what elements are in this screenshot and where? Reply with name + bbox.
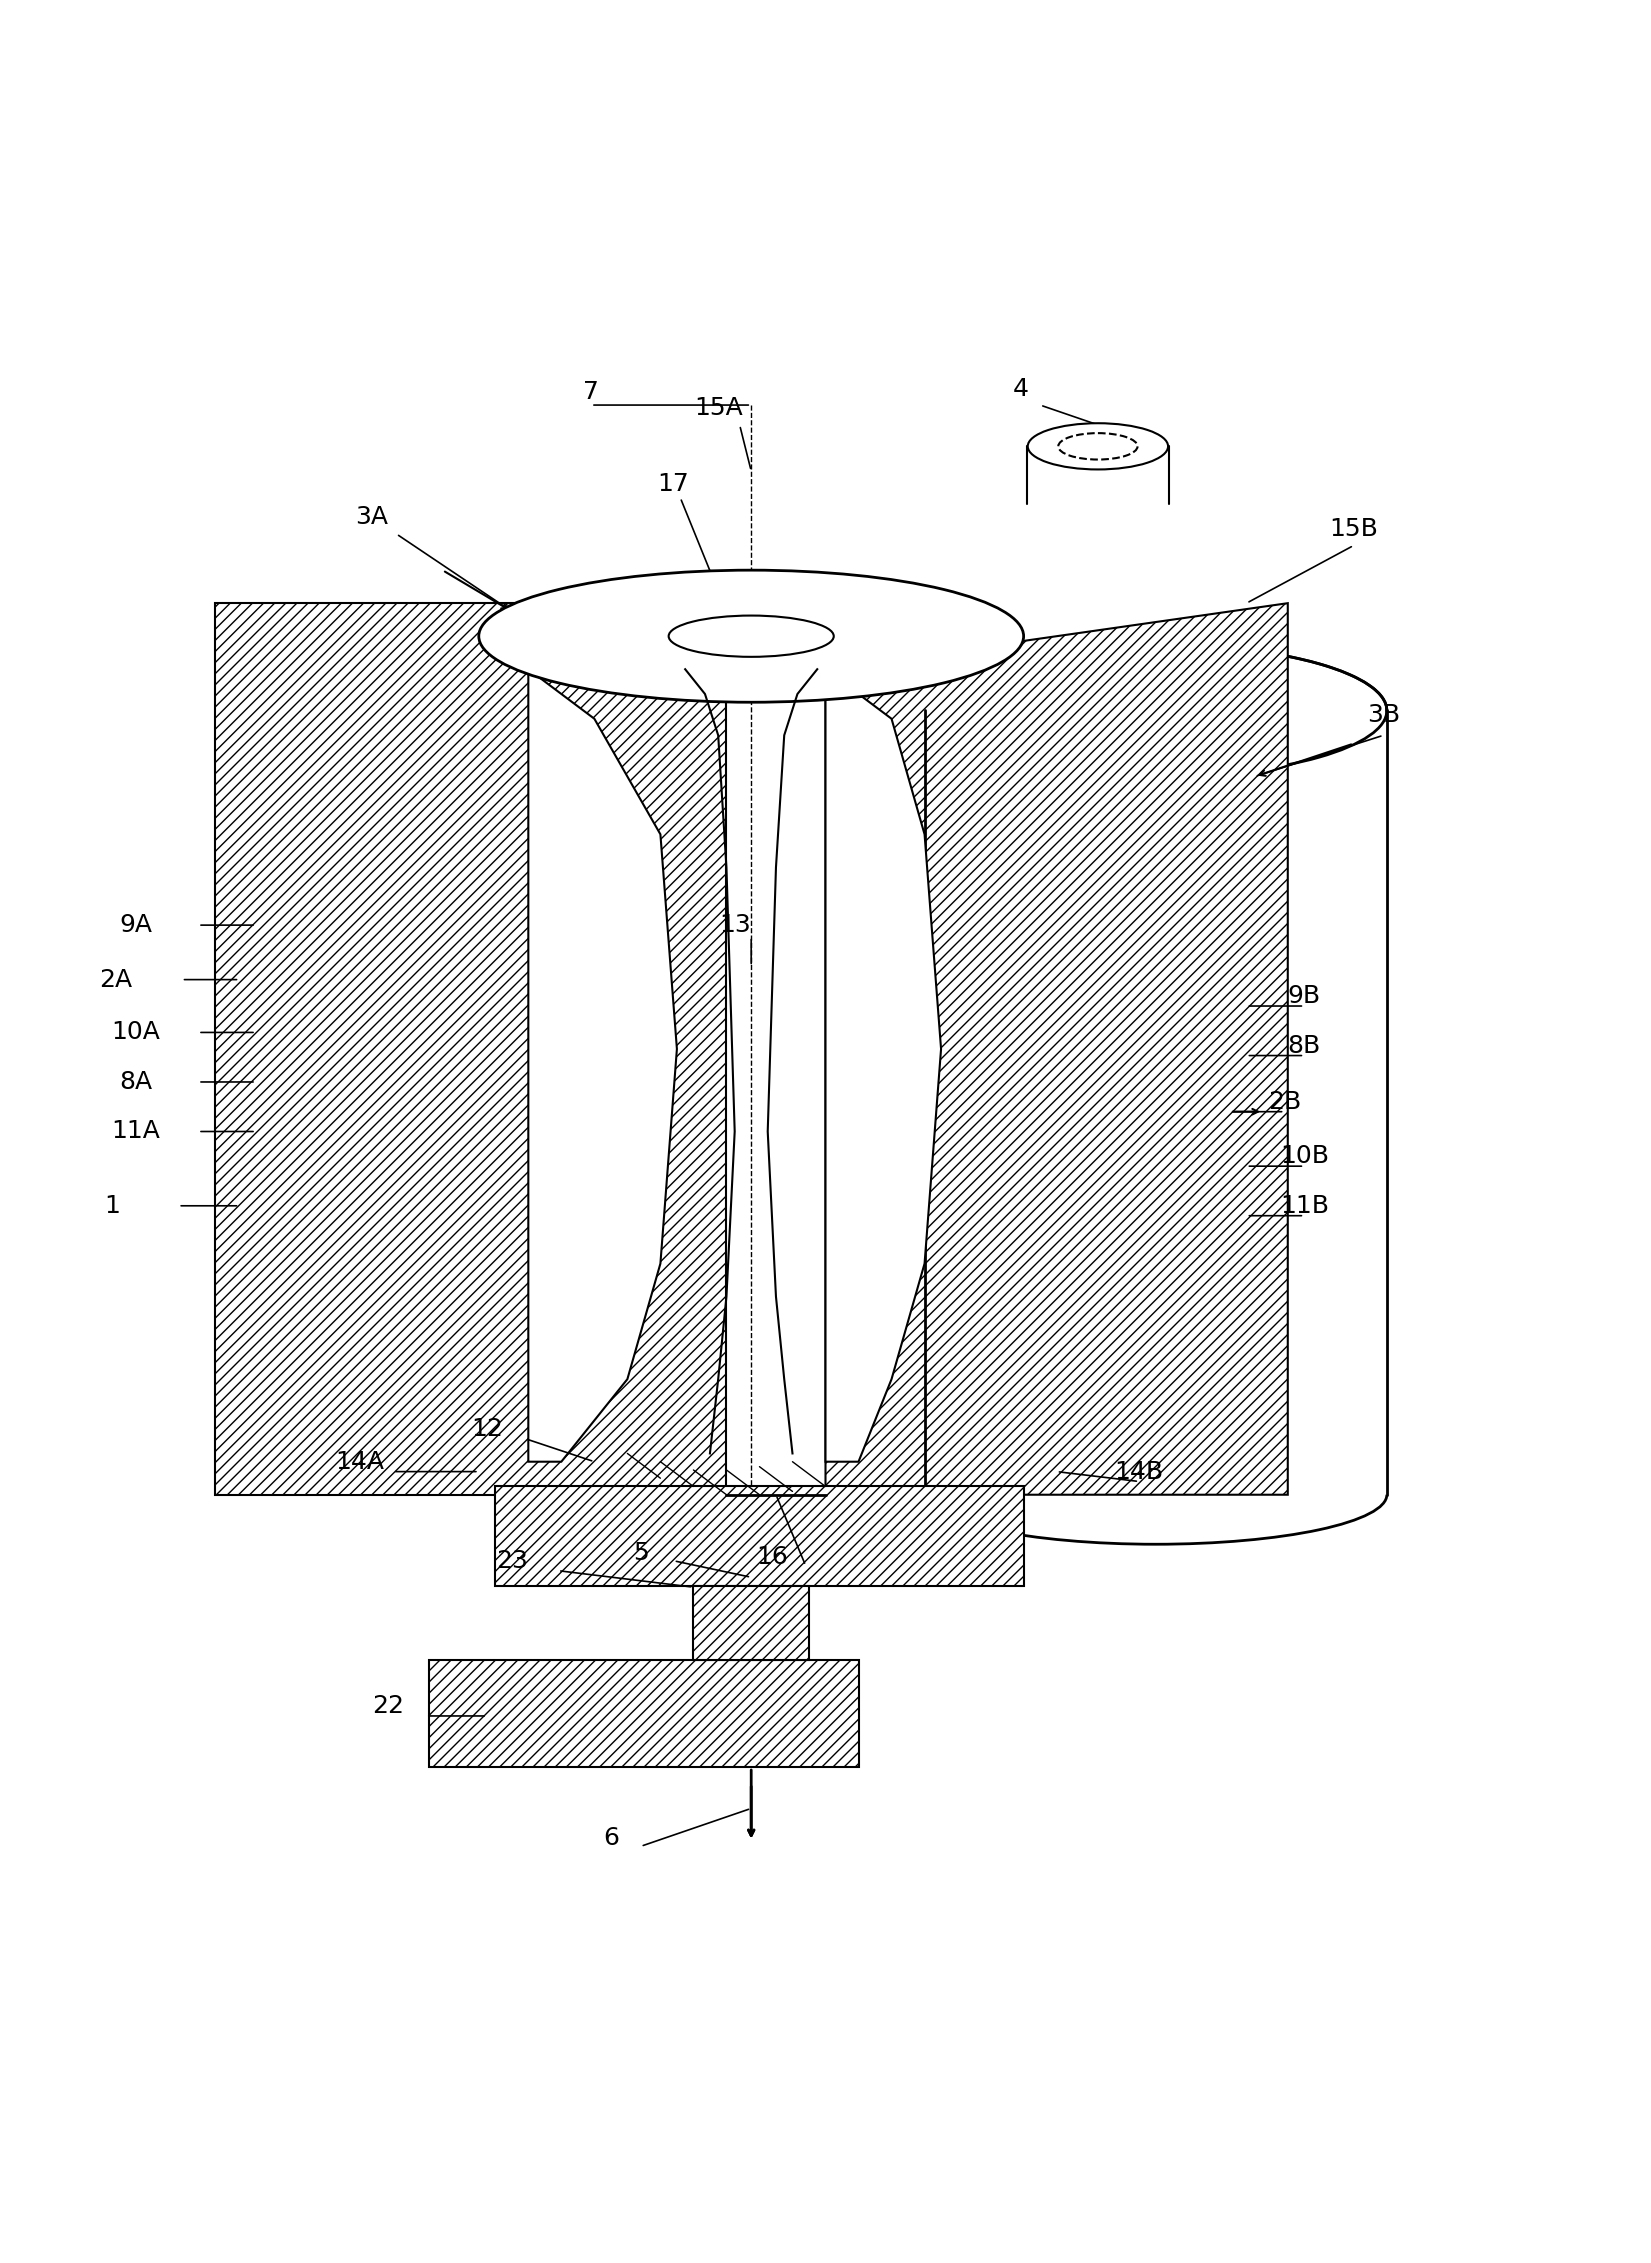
Text: 12: 12 — [471, 1417, 504, 1442]
Text: 3B: 3B — [1367, 704, 1400, 726]
Text: 22: 22 — [371, 1695, 404, 1718]
Text: 9B: 9B — [1288, 984, 1321, 1007]
Text: 2B: 2B — [1268, 1091, 1301, 1113]
Text: 9A: 9A — [119, 914, 152, 937]
Text: 14B: 14B — [1114, 1460, 1164, 1485]
Text: 10B: 10B — [1280, 1145, 1329, 1168]
Text: 17: 17 — [657, 473, 690, 496]
Polygon shape — [429, 1659, 859, 1767]
Text: 4: 4 — [1012, 376, 1029, 401]
Text: 13: 13 — [718, 914, 751, 937]
Text: 23: 23 — [495, 1548, 528, 1573]
Text: 8B: 8B — [1288, 1034, 1321, 1057]
Text: 11A: 11A — [111, 1120, 160, 1143]
Text: 10A: 10A — [111, 1021, 160, 1046]
Text: 15B: 15B — [1329, 516, 1379, 541]
Text: 14A: 14A — [335, 1451, 385, 1473]
Text: 1: 1 — [104, 1195, 121, 1217]
Text: 15A: 15A — [693, 396, 743, 421]
Ellipse shape — [925, 645, 1387, 776]
Polygon shape — [528, 670, 677, 1462]
Ellipse shape — [1027, 423, 1169, 468]
Ellipse shape — [669, 616, 834, 656]
Text: 6: 6 — [603, 1826, 619, 1851]
Polygon shape — [215, 604, 726, 1496]
Text: 11B: 11B — [1280, 1195, 1329, 1217]
Polygon shape — [826, 670, 941, 1462]
Text: 7: 7 — [583, 380, 599, 403]
Text: 2A: 2A — [99, 969, 132, 991]
Polygon shape — [826, 604, 1288, 1496]
Polygon shape — [495, 1487, 1024, 1586]
Ellipse shape — [1058, 432, 1138, 459]
Ellipse shape — [479, 570, 1024, 702]
Text: 3A: 3A — [355, 505, 388, 530]
Polygon shape — [693, 1586, 809, 1659]
Text: 16: 16 — [756, 1546, 789, 1571]
Text: 8A: 8A — [119, 1070, 152, 1093]
Text: 5: 5 — [632, 1541, 649, 1564]
